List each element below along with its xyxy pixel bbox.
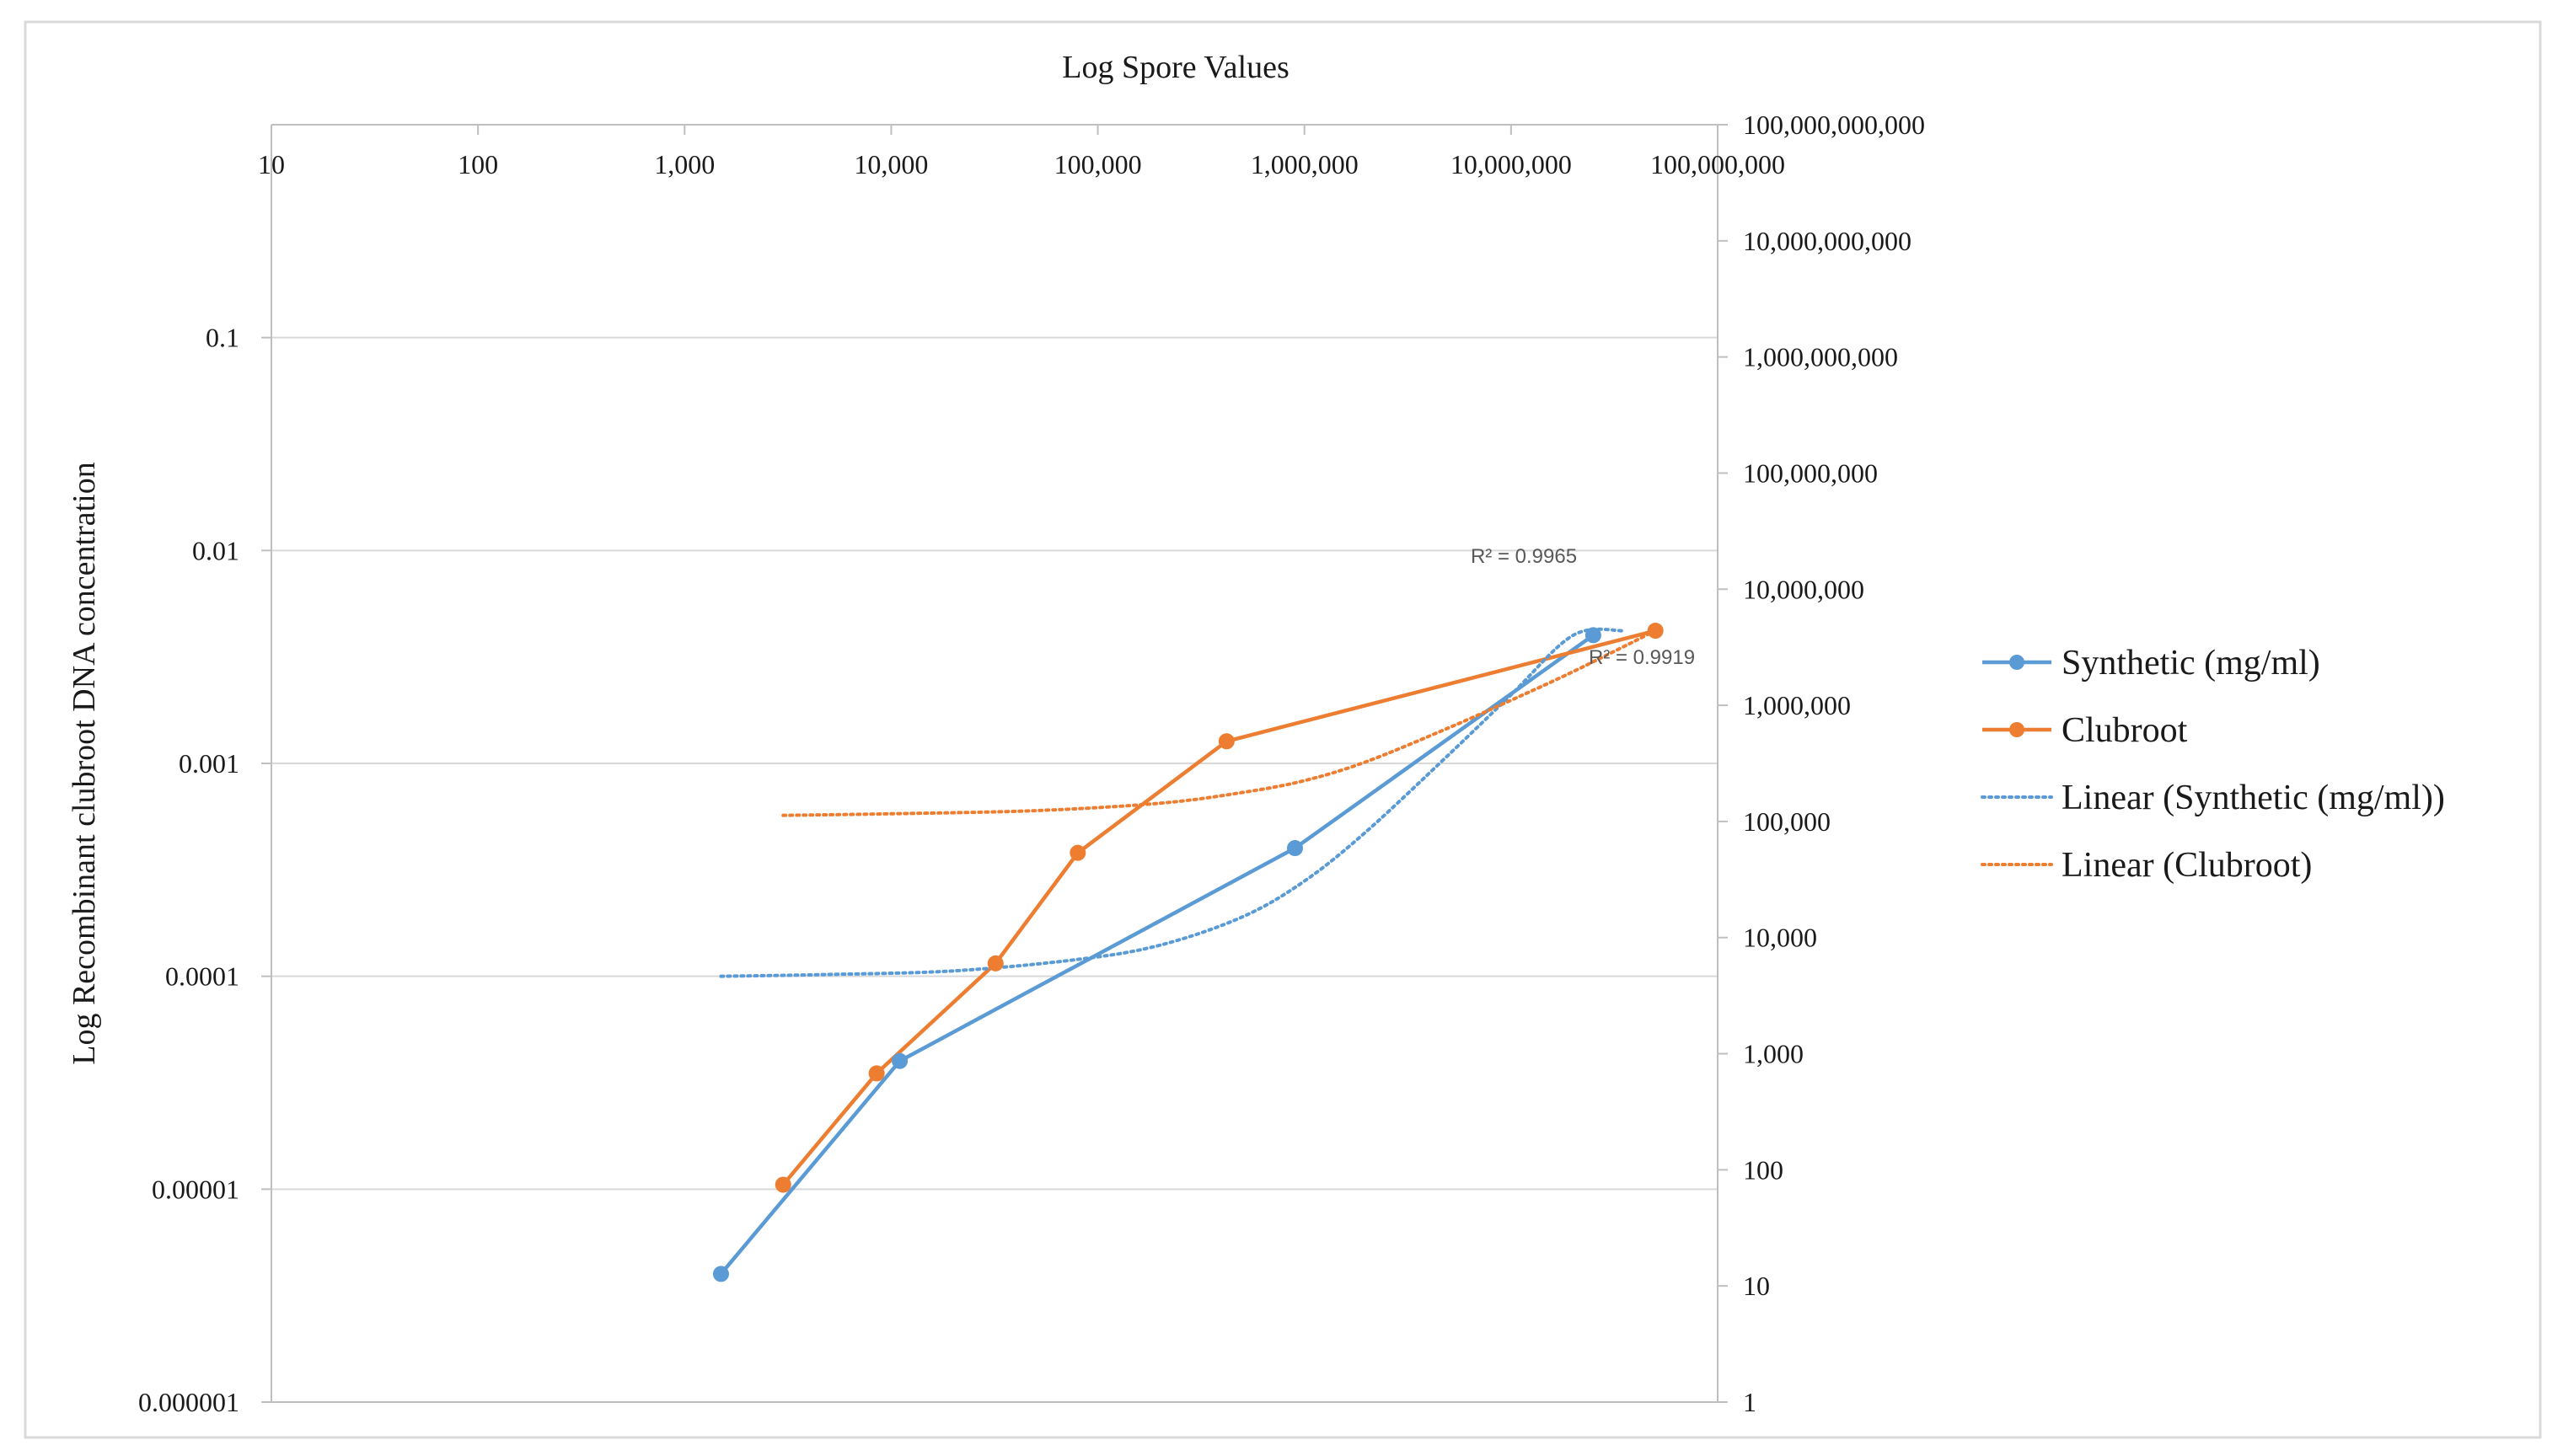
right-y-axis-tick-label: 100	[1743, 1154, 1783, 1185]
right-y-axis-tick-label: 100,000,000,000	[1743, 110, 1925, 140]
x-axis-tick-label: 10	[258, 149, 285, 179]
right-y-axis-tick-label: 10,000,000	[1743, 574, 1864, 604]
right-y-axis-tick-label: 10,000,000,000	[1743, 226, 1912, 256]
left-y-axis-tick-label: 0.0001	[165, 961, 239, 992]
right-y-axis-tick-label: 100,000,000	[1743, 458, 1878, 488]
legend-label-linear-synthetic-mg-ml: Linear (Synthetic (mg/ml))	[2062, 779, 2445, 817]
data-point-synthetic-mg-ml	[712, 1266, 729, 1282]
data-point-synthetic-mg-ml	[892, 1052, 909, 1069]
legend-marker-synthetic-mg-ml	[2009, 655, 2024, 670]
left-y-axis-tick-label: 0.00001	[152, 1174, 239, 1204]
left-y-axis-tick-label: 0.001	[179, 748, 239, 779]
series-line-synthetic-mg-ml	[719, 634, 1595, 1276]
trendline-linear-synthetic-mg-ml	[719, 627, 1626, 978]
data-point-synthetic-mg-ml	[1584, 627, 1601, 644]
x-axis-tick-label: 100,000,000	[1650, 149, 1785, 179]
right-y-axis-tick-label: 1,000,000	[1743, 690, 1851, 720]
series-layer	[712, 623, 1664, 1282]
left-y-axis-tick-labels: 0.1 0.01 0.001 0.0001 0.00001 0.000001	[138, 323, 239, 1417]
left-y-axis-tick-label: 0.000001	[138, 1387, 239, 1417]
right-y-axis-tick-label: 1,000,000,000	[1743, 342, 1898, 372]
r-squared-synthetic: R² = 0.9965	[1471, 545, 1577, 568]
chart-title: Log Spore Values	[1062, 50, 1290, 85]
x-axis-tick-label: 100	[458, 149, 498, 179]
data-point-synthetic-mg-ml	[1286, 840, 1303, 857]
data-point-clubroot	[987, 955, 1004, 972]
left-y-axis-tick-label: 0.1	[206, 323, 239, 353]
x-axis-tick-labels: 10 100 1,000 10,000 100,000 1,000,000 10,000,0…	[258, 149, 1785, 179]
right-y-axis-tick-label: 10	[1743, 1271, 1770, 1301]
x-axis-tick-label: 1,000,000	[1251, 149, 1359, 179]
data-point-clubroot	[775, 1176, 791, 1193]
legend-label-clubroot: Clubroot	[2062, 711, 2188, 750]
x-axis-tick-label: 10,000,000	[1450, 149, 1572, 179]
x-axis-tick-label: 1,000	[654, 149, 715, 179]
r-squared-clubroot: R² = 0.9919	[1589, 646, 1695, 669]
data-point-clubroot	[1218, 733, 1235, 750]
left-y-axis-tick-label: 0.01	[192, 535, 239, 565]
y-axis-label: Log Recombinant clubroot DNA concentrati…	[67, 462, 102, 1065]
trendline-linear-clubroot	[781, 629, 1658, 817]
x-axis-tick-label: 10,000	[854, 149, 928, 179]
legend-label-synthetic-mg-ml: Synthetic (mg/ml)	[2062, 644, 2320, 682]
data-point-clubroot	[1647, 623, 1664, 640]
data-point-clubroot	[868, 1065, 885, 1082]
right-y-axis-tick-labels: 100,000,000,000 10,000,000,000 1,000,000,0…	[1743, 110, 1925, 1417]
series-line-clubroot	[781, 629, 1656, 1186]
right-y-axis-tick-label: 1,000	[1743, 1039, 1804, 1069]
data-point-clubroot	[1070, 844, 1086, 861]
right-y-axis-tick-label: 10,000	[1743, 923, 1817, 953]
x-axis-tick-label: 100,000	[1054, 149, 1142, 179]
right-y-axis-tick-label: 1	[1743, 1387, 1756, 1417]
chart-border	[24, 20, 2542, 1439]
legend-marker-clubroot	[2009, 722, 2024, 737]
legend-label-linear-clubroot: Linear (Clubroot)	[2062, 846, 2312, 885]
legend: Synthetic (mg/ml) Clubroot Linear (Synthet…	[1981, 644, 2445, 885]
gridlines	[271, 336, 1718, 1191]
right-y-axis-tick-label: 100,000	[1743, 806, 1831, 837]
axes	[261, 124, 1728, 1403]
